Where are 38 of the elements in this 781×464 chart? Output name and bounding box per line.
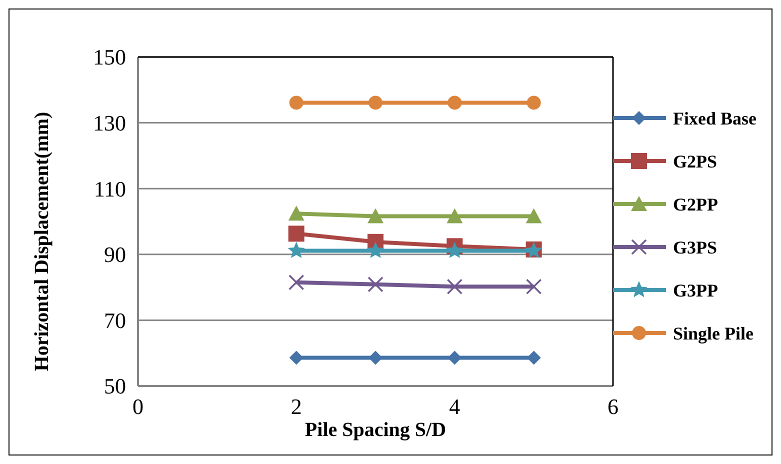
- point: [288, 242, 305, 258]
- y-axis-title: Horizontal Displacement(mm): [31, 112, 53, 372]
- point: [368, 96, 382, 110]
- y-tick-label: 130: [93, 110, 126, 136]
- y-tick-label: 110: [94, 176, 126, 202]
- x-tick-label: 4: [449, 394, 460, 419]
- x-axis-title: Pile Spacing S/D: [304, 419, 446, 441]
- legend-label: Fixed Base: [673, 108, 757, 128]
- point: [288, 206, 304, 221]
- x-tick-label: 2: [290, 394, 302, 419]
- point: [288, 226, 304, 242]
- legend-label: G2PS: [673, 151, 718, 172]
- point: [446, 208, 463, 224]
- y-tick-label: 150: [93, 44, 126, 70]
- point: [366, 242, 384, 258]
- point: [526, 96, 541, 110]
- y-tick-label: 70: [104, 308, 126, 333]
- point: [368, 276, 384, 292]
- point: [368, 350, 382, 365]
- point: [446, 278, 463, 295]
- point: [526, 350, 541, 365]
- x-tick-label: 6: [608, 394, 618, 419]
- y-tick-label: 50: [104, 374, 126, 399]
- point: [448, 96, 462, 110]
- point: [289, 350, 304, 365]
- legend-label: Single Pile: [673, 323, 754, 344]
- point: [448, 350, 462, 365]
- legend-label: G3PS: [673, 237, 718, 258]
- point: [289, 96, 304, 110]
- point: [368, 208, 384, 224]
- legend-label: G3PP: [673, 280, 718, 300]
- point: [446, 242, 464, 258]
- point: [526, 278, 542, 295]
- point: [288, 274, 304, 290]
- point: [526, 208, 542, 224]
- legend-label: G2PP: [673, 194, 718, 214]
- x-tick-label: 0: [132, 394, 144, 419]
- y-tick-label: 90: [104, 242, 126, 268]
